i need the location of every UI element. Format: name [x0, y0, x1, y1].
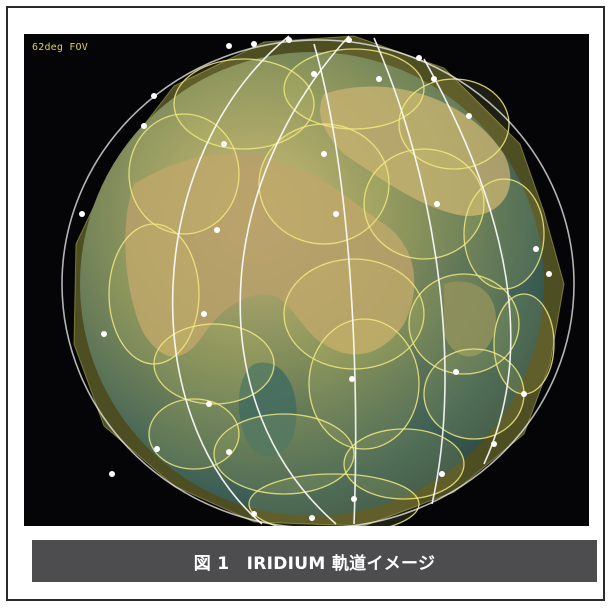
earth-globe-graphic	[24, 34, 589, 526]
iridium-orbit-image: 62deg FOV	[24, 34, 589, 526]
caption-bar: 図 1 IRIDIUM 軌道イメージ	[32, 540, 597, 582]
fov-label: 62deg FOV	[32, 42, 88, 53]
figure-caption: 図 1 IRIDIUM 軌道イメージ	[194, 549, 436, 574]
